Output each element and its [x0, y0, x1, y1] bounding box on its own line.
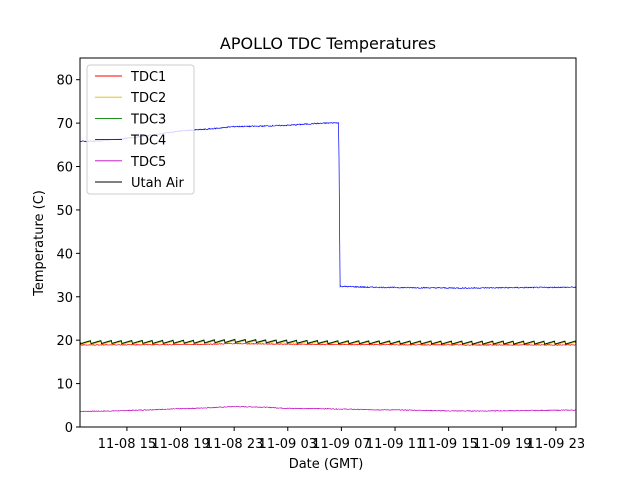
- chart-title: APOLLO TDC Temperatures: [220, 34, 436, 53]
- series-line-utah-air: [80, 339, 576, 345]
- y-tick-label: 60: [56, 161, 73, 176]
- y-tick-label: 20: [56, 334, 73, 349]
- plot-frame: [79, 57, 577, 428]
- x-tick-label: 11-09 11: [366, 437, 424, 452]
- y-tick-label: 70: [56, 117, 73, 132]
- y-tick-label: 10: [56, 378, 73, 393]
- legend-label: TDC1: [130, 70, 166, 85]
- x-tick-label: 11-08 23: [205, 437, 263, 452]
- x-tick-label: 11-09 15: [419, 437, 477, 452]
- y-tick-label: 0: [65, 421, 73, 436]
- y-tick-label: 80: [56, 74, 73, 89]
- x-axis-label: Date (GMT): [289, 457, 364, 472]
- y-axis-label: Temperature (C): [32, 190, 47, 297]
- legend: TDC1 TDC2 TDC3 TDC4 TDC5 Utah Air: [86, 64, 195, 195]
- y-tick-label: 40: [56, 247, 73, 262]
- x-tick-label: 11-09 03: [259, 437, 317, 452]
- legend-label: TDC5: [130, 155, 166, 170]
- legend-label: TDC4: [130, 134, 166, 149]
- legend-label: TDC2: [130, 91, 166, 106]
- x-tick-label: 11-09 07: [312, 437, 370, 452]
- y-ticks: 0 10 20 30 40 50 60 70 80: [56, 74, 80, 436]
- x-tick-label: 11-08 15: [98, 437, 156, 452]
- series-line-tdc5: [80, 405, 576, 413]
- x-tick-label: 11-09 23: [527, 437, 585, 452]
- legend-label: Utah Air: [131, 176, 184, 191]
- y-tick-label: 50: [56, 204, 73, 219]
- series-line-tdc1: [80, 342, 576, 346]
- x-tick-label: 11-09 19: [473, 437, 531, 452]
- legend-label: TDC3: [130, 112, 166, 127]
- x-tick-label: 11-08 19: [151, 437, 209, 452]
- y-tick-label: 30: [56, 291, 73, 306]
